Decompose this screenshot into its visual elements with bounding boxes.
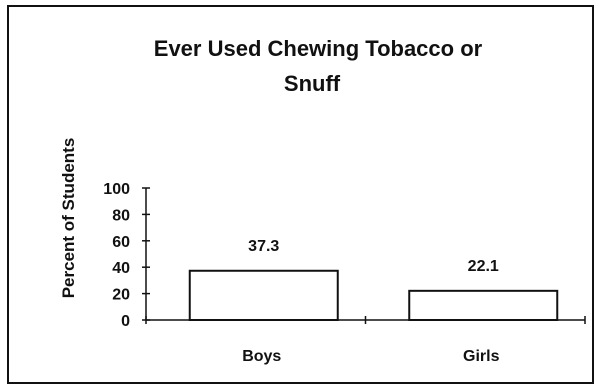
chart-title-line-1: Ever Used Chewing Tobacco or [154, 36, 483, 61]
y-tick-label: 80 [112, 207, 130, 224]
data-label: 22.1 [468, 258, 499, 275]
category-label: Boys [242, 348, 281, 365]
bar-boys [188, 269, 339, 322]
y-tick-label: 40 [112, 260, 130, 277]
bars-group [188, 269, 559, 322]
x-axis-ticks [145, 316, 586, 324]
chart-title-line-2: Snuff [284, 71, 341, 96]
y-tick-label: 0 [121, 313, 130, 330]
category-labels-group: Boys Girls [242, 348, 499, 365]
data-label: 37.3 [248, 238, 279, 255]
y-tick-label: 20 [112, 287, 130, 304]
y-tick-label: 100 [103, 181, 130, 198]
chart-frame [7, 5, 594, 384]
y-axis-ticks: 0 20 40 60 80 100 [103, 181, 150, 330]
y-axis-label: Percent of Students [59, 138, 78, 299]
y-tick-label: 60 [112, 234, 130, 251]
data-labels-group: 37.3 22.1 [248, 238, 499, 275]
bar-girls [408, 289, 559, 322]
category-label: Girls [463, 348, 500, 365]
